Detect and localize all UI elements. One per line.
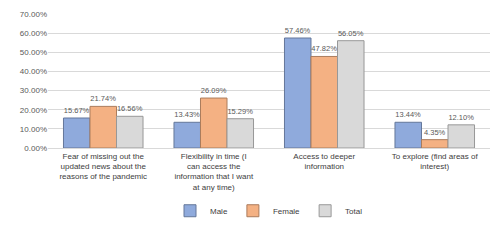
svg-text:4.35%: 4.35% <box>424 128 446 137</box>
svg-text:16.56%: 16.56% <box>117 104 143 113</box>
svg-text:57.46%: 57.46% <box>285 26 311 35</box>
svg-text:Flexibility in time (Ican acce: Flexibility in time (Ican access theinfo… <box>174 152 253 192</box>
svg-text:20.00%: 20.00% <box>20 106 47 115</box>
svg-text:13.44%: 13.44% <box>395 110 421 119</box>
svg-text:30.00%: 30.00% <box>20 86 47 95</box>
svg-text:21.74%: 21.74% <box>90 94 116 103</box>
svg-text:40.00%: 40.00% <box>20 67 47 76</box>
svg-text:10.00%: 10.00% <box>20 125 47 134</box>
svg-text:Male: Male <box>210 207 228 216</box>
svg-text:12.10%: 12.10% <box>448 113 474 122</box>
svg-text:Total: Total <box>345 207 362 216</box>
svg-text:26.09%: 26.09% <box>201 86 227 95</box>
svg-text:47.82%: 47.82% <box>311 44 337 53</box>
svg-text:Access to deeperinformation: Access to deeperinformation <box>293 152 355 171</box>
svg-text:Female: Female <box>273 207 300 216</box>
svg-text:50.00%: 50.00% <box>20 48 47 57</box>
svg-text:To explore (find areas ofinter: To explore (find areas ofinterest) <box>392 152 479 171</box>
svg-text:0.00%: 0.00% <box>24 144 47 153</box>
svg-text:15.67%: 15.67% <box>64 106 90 115</box>
svg-text:60.00%: 60.00% <box>20 29 47 38</box>
svg-text:15.29%: 15.29% <box>227 107 253 116</box>
svg-text:56.05%: 56.05% <box>338 29 364 38</box>
svg-text:70.00%: 70.00% <box>20 10 47 19</box>
svg-text:13.43%: 13.43% <box>174 110 200 119</box>
svg-text:Fear of missing out theupdated: Fear of missing out theupdated news abou… <box>59 152 147 182</box>
